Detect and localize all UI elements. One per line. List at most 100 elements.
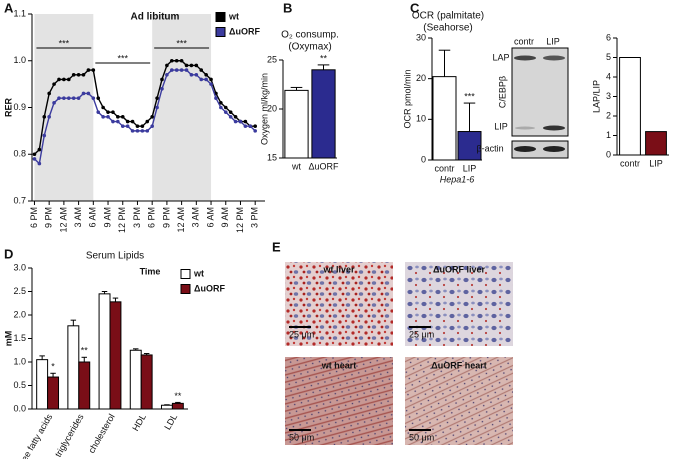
significance-label: ** <box>320 53 328 63</box>
micrograph <box>405 262 513 346</box>
y-axis-label: Oxygen ml/kg/min <box>259 73 269 145</box>
micrograph-label: wt heart <box>321 360 357 370</box>
series-marker <box>86 91 91 96</box>
y-tick-label: 2.0 <box>13 309 26 319</box>
bar <box>432 76 457 161</box>
bar <box>284 89 309 159</box>
series-marker <box>228 110 233 114</box>
series-marker <box>248 124 253 128</box>
bar <box>311 69 336 159</box>
bar <box>619 57 641 156</box>
series-marker <box>37 147 42 152</box>
bar <box>36 359 49 410</box>
bar <box>645 131 667 156</box>
series-marker <box>91 96 96 100</box>
series-marker <box>209 77 213 82</box>
series-line <box>33 60 256 155</box>
significance-label: ** <box>174 391 182 401</box>
series-marker <box>106 110 110 114</box>
night-shading <box>34 14 94 201</box>
y-tick-label: 10 <box>416 114 426 124</box>
chart-title: O₂ consump. <box>281 30 339 41</box>
series-marker <box>116 115 120 119</box>
blot-band <box>514 55 536 61</box>
series-marker <box>101 115 105 119</box>
legend-swatch <box>180 269 191 279</box>
series-marker <box>57 96 61 100</box>
series-marker <box>204 72 208 77</box>
series-marker <box>243 119 248 124</box>
western-blot: contr LIP LAP LIP C/EBPβ β-actin <box>476 36 569 159</box>
micrograph-label: ΔuORF liver <box>433 264 485 274</box>
x-tick-label: triglycerides <box>53 412 86 459</box>
series-marker <box>76 72 81 77</box>
y-tick-label: 1.0 <box>13 55 26 65</box>
series-marker <box>111 110 115 114</box>
series-marker <box>243 124 248 128</box>
series-marker <box>204 77 208 82</box>
series-marker <box>150 115 154 119</box>
series-marker <box>62 77 66 82</box>
night-shading <box>152 14 212 201</box>
legend-swatch <box>215 27 226 37</box>
y-tick-label: 1.1 <box>13 8 26 18</box>
series-marker <box>214 96 218 100</box>
series-marker <box>42 133 47 138</box>
blot-column-label: LIP <box>546 36 560 46</box>
y-tick-label: 1 <box>606 130 611 140</box>
y-tick-label: 3.0 <box>13 262 26 272</box>
x-tick-label: 9 AM <box>220 207 230 228</box>
series-marker <box>52 101 56 105</box>
legend-swatch <box>180 284 191 294</box>
series-marker <box>140 124 145 128</box>
y-tick-label: 0 <box>421 154 426 164</box>
series-marker <box>91 68 96 72</box>
x-tick-label: 6 AM <box>88 207 98 228</box>
series-marker <box>189 72 194 77</box>
series-marker <box>238 119 243 124</box>
series-marker <box>57 77 61 82</box>
series-marker <box>52 82 56 86</box>
series-marker <box>81 72 86 77</box>
y-tick-label: 0.0 <box>13 403 26 413</box>
y-tick-label: 0.5 <box>13 380 26 390</box>
bar <box>98 293 111 410</box>
series-line <box>33 69 256 166</box>
series-marker <box>66 96 71 100</box>
series-marker <box>47 115 51 119</box>
y-tick-label: 1.0 <box>13 356 26 366</box>
significance-label: *** <box>117 53 128 63</box>
series-marker <box>145 119 150 124</box>
legend-label: wt <box>193 268 204 278</box>
y-tick-label: 15 <box>267 152 277 162</box>
x-tick-label: cholesterol <box>86 412 116 455</box>
x-tick-label: 12 PM <box>235 207 245 233</box>
x-tick-label: 6 PM <box>147 207 157 228</box>
blot-band <box>543 55 565 61</box>
series-marker <box>179 68 184 72</box>
x-tick-label: LIP <box>463 163 477 173</box>
series-marker <box>170 68 174 72</box>
y-tick-label: 6 <box>606 32 611 42</box>
bar <box>140 354 153 410</box>
series-marker <box>199 68 204 72</box>
significance-label: *** <box>176 38 187 48</box>
x-tick-label: HDL <box>130 412 148 433</box>
series-marker <box>184 68 189 72</box>
x-tick-label: 9 PM <box>161 207 171 228</box>
chart-title: Serum Lipids <box>86 251 144 262</box>
micrograph <box>285 262 393 346</box>
y-axis-label: RER <box>3 98 13 118</box>
series-marker <box>96 96 101 100</box>
series-marker <box>179 58 184 63</box>
x-tick-label: contr <box>620 158 640 168</box>
y-tick-label: 0.9 <box>13 102 26 112</box>
series-marker <box>223 110 228 114</box>
blot-protein-label: C/EBPβ <box>497 76 507 108</box>
y-tick-label: 0 <box>606 149 611 159</box>
x-tick-label: 12 AM <box>58 207 68 233</box>
micrograph-label: wt liver <box>322 264 355 274</box>
blot-band-label: LIP <box>494 121 508 131</box>
y-tick-label: 20 <box>267 103 277 113</box>
